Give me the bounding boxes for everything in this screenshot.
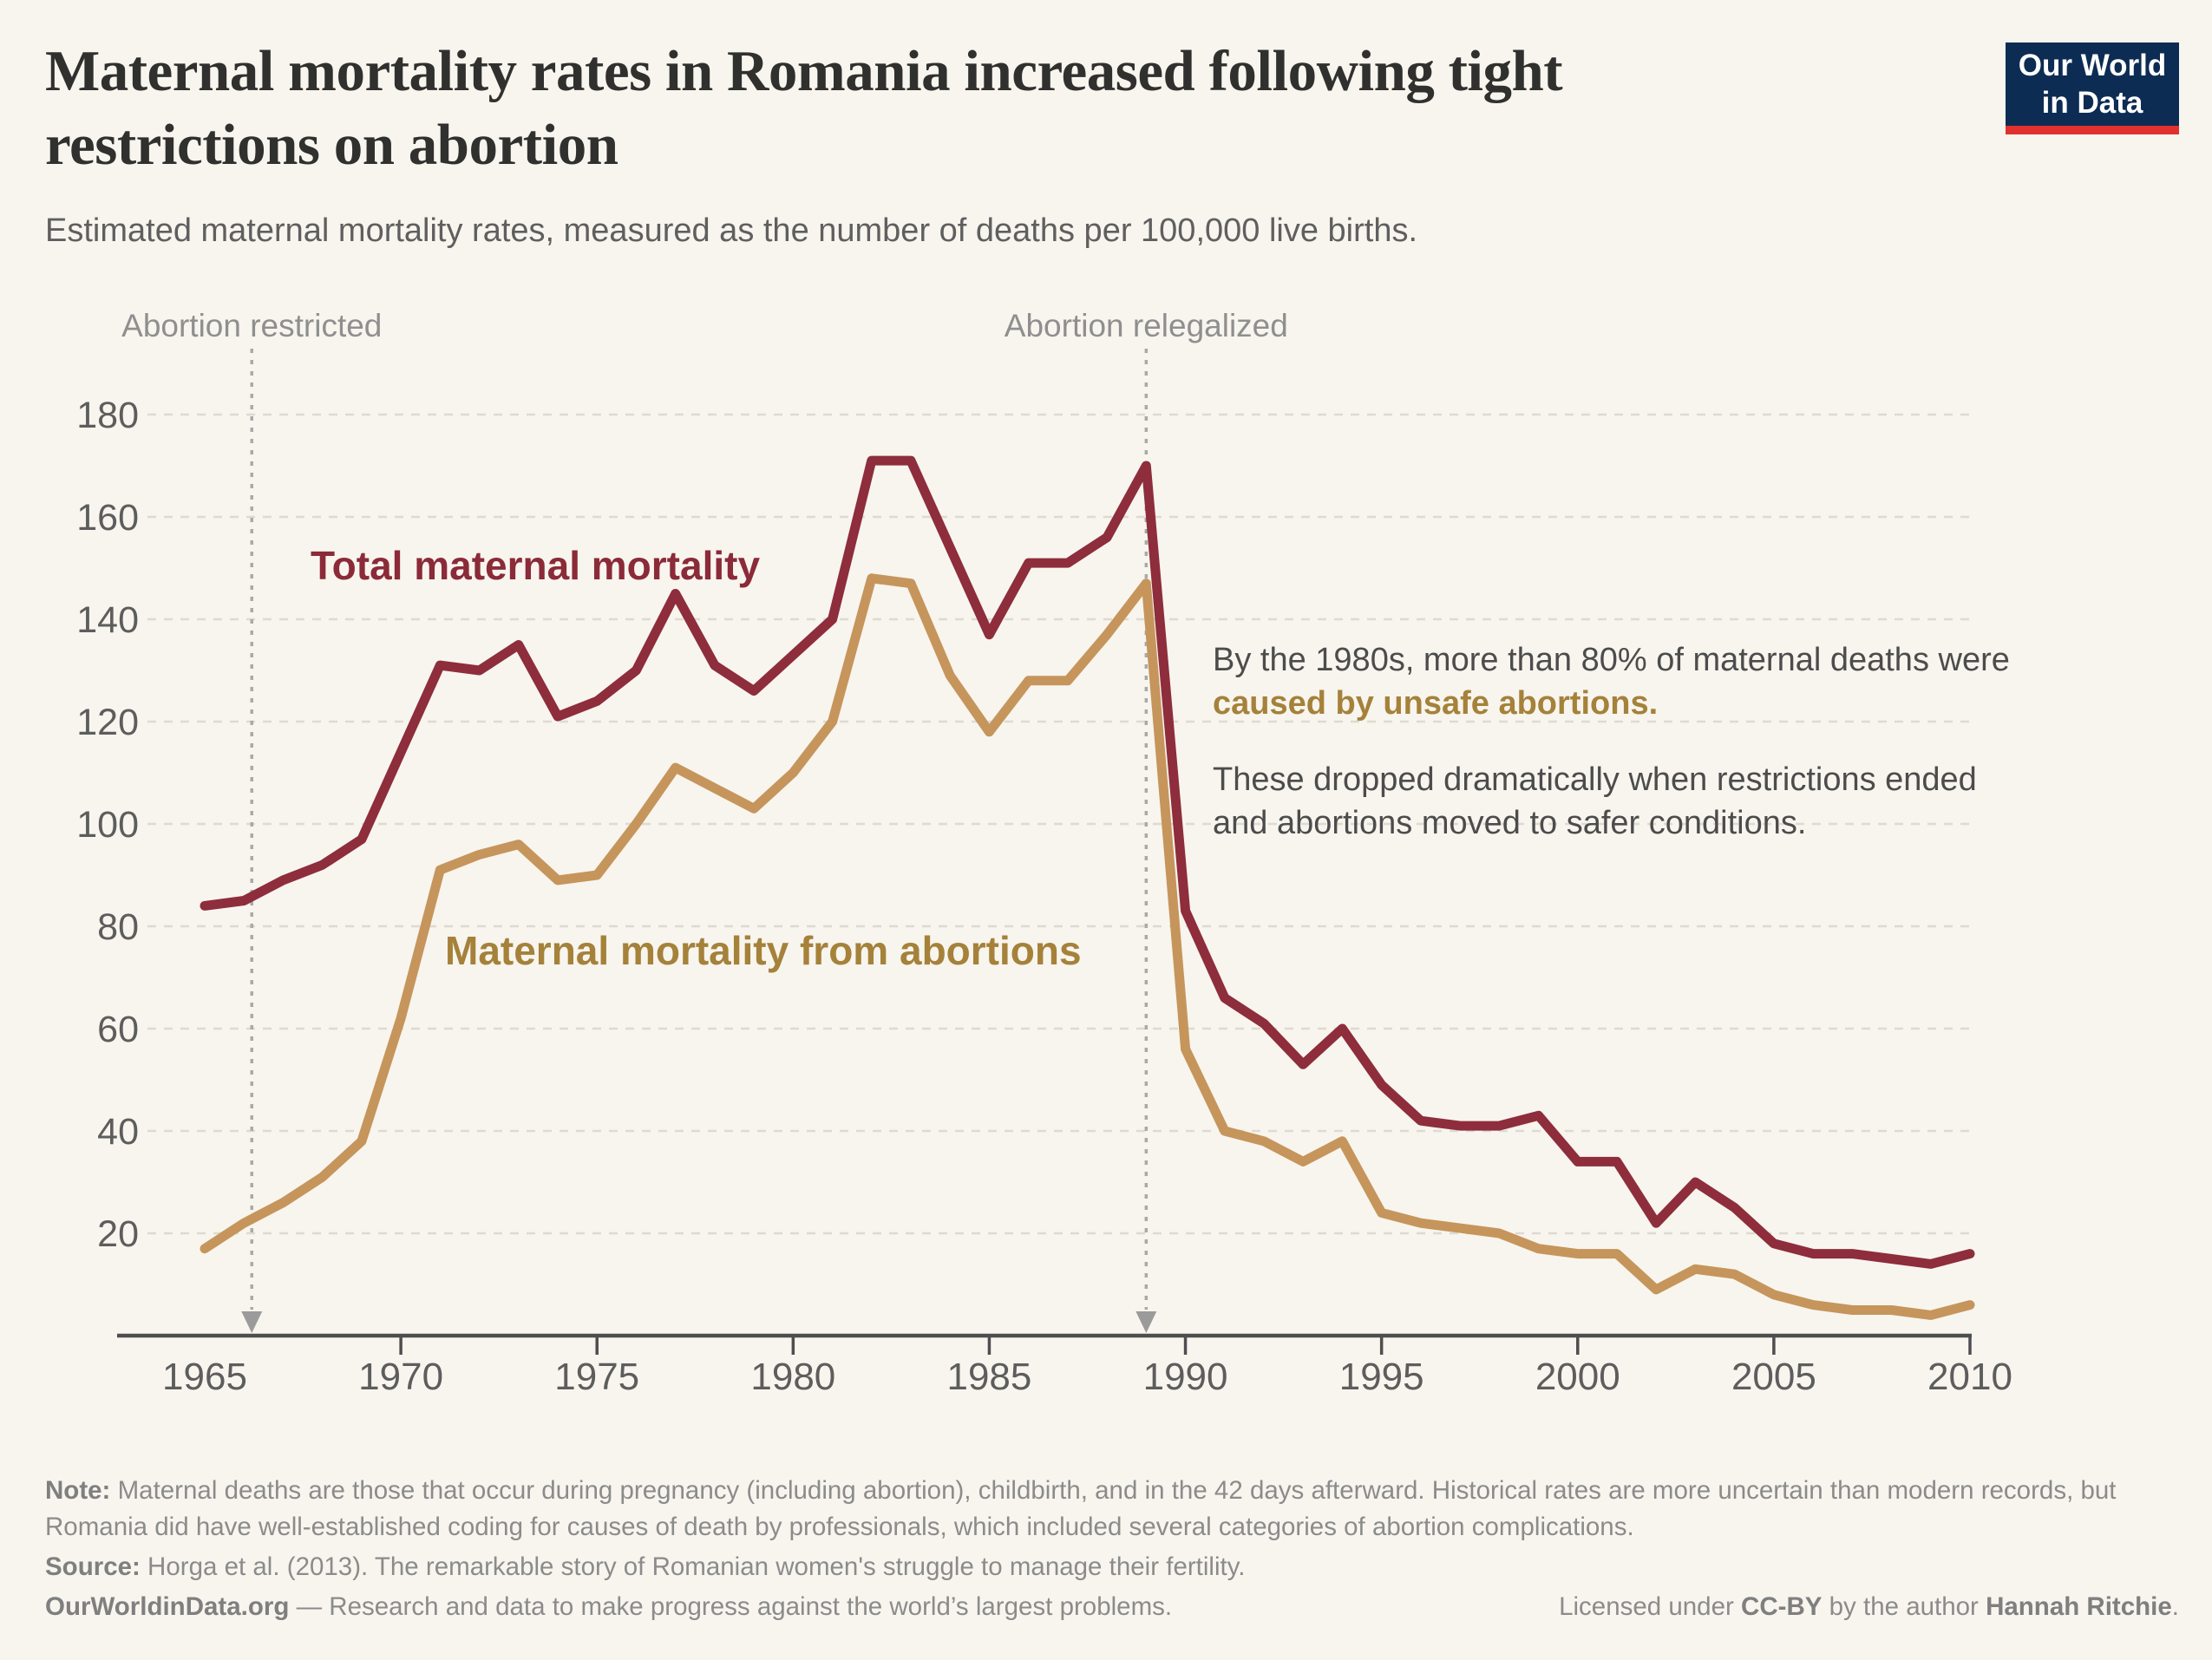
footer-bottom-row: OurWorldinData.org — Research and data t… (45, 1589, 2179, 1625)
event-arrow-icon (241, 1311, 263, 1333)
y-tick-label: 100 (76, 804, 139, 846)
owid-logo: Our World in Data (2006, 42, 2179, 134)
x-tick-label: 1980 (750, 1356, 835, 1398)
page-title-line-1: Maternal mortality rates in Romania incr… (45, 39, 1563, 103)
series-label-abortions: Maternal mortality from abortions (445, 928, 1082, 973)
page-title-line-2: restrictions on abortion (45, 113, 618, 177)
footer-source-text: Horga et al. (2013). The remarkable stor… (147, 1552, 1246, 1581)
event-arrow-icon (1135, 1311, 1157, 1333)
maternal-mortality-line-chart: 20 40 60 80 100 120 140 160 180 Abortion restrict… (76, 308, 2012, 1398)
footer-note-text: Maternal deaths are those that occur dur… (45, 1476, 2117, 1541)
y-tick-label: 120 (76, 702, 139, 743)
series-line-mortality-from-abortions (200, 573, 1975, 1320)
y-tick-label: 160 (76, 497, 139, 539)
x-tick-label: 2005 (1731, 1356, 1816, 1398)
footer-note: Note: Maternal deaths are those that occ… (45, 1473, 2179, 1546)
footer-site-tagline: — Research and data to make progress aga… (296, 1592, 1173, 1621)
event-label: Abortion restricted (121, 308, 382, 343)
annotation-line-2-highlight: caused by unsafe abortions. (1213, 685, 1659, 722)
x-tick-label: 1990 (1143, 1356, 1228, 1398)
y-tick-label: 180 (76, 395, 139, 436)
footer-license-name: CC-BY (1741, 1592, 1823, 1621)
annotation-line-3: These dropped dramatically when restrict… (1213, 761, 1977, 798)
y-tick-label: 60 (97, 1009, 139, 1050)
footer-license-author: Hannah Ritchie (1986, 1592, 2172, 1621)
annotation-block: By the 1980s, more than 80% of maternal … (1213, 638, 2176, 845)
footer-source-label: Source: (45, 1552, 141, 1581)
x-tick-label: 1985 (946, 1356, 1031, 1398)
series-line-total-maternal-mortality (200, 455, 1975, 1269)
annotation-line-1: By the 1980s, more than 80% of maternal … (1213, 642, 2010, 678)
owid-logo-line-2: in Data (2041, 86, 2143, 120)
owid-logo-line-1: Our World (2018, 49, 2167, 82)
y-tick-label: 40 (97, 1111, 139, 1153)
x-tick-label: 1975 (554, 1356, 639, 1398)
y-tick-label: 140 (76, 599, 139, 641)
series-label-total: Total maternal mortality (311, 543, 760, 588)
chart-subtitle: Estimated maternal mortality rates, meas… (45, 212, 1418, 249)
x-tick-label: 1995 (1339, 1356, 1424, 1398)
annotation-line-4: and abortions moved to safer conditions. (1213, 805, 1807, 841)
footer-note-label: Note: (45, 1476, 111, 1505)
page-title: Maternal mortality rates in Romania incr… (45, 35, 1563, 182)
x-tick-label: 2000 (1535, 1356, 1620, 1398)
footer-source: Source: Horga et al. (2013). The remarka… (45, 1549, 2179, 1585)
footer-site-line: OurWorldinData.org — Research and data t… (45, 1589, 1172, 1625)
y-tick-label: 80 (97, 906, 139, 948)
footer: Note: Maternal deaths are those that occ… (45, 1473, 2179, 1625)
footer-license-line: Licensed under CC-BY by the author Hanna… (1559, 1592, 2179, 1621)
x-tick-label: 2010 (1927, 1356, 2012, 1398)
event-label: Abortion relegalized (1005, 308, 1288, 343)
y-tick-label: 20 (97, 1213, 139, 1255)
footer-site-name: OurWorldinData.org (45, 1592, 290, 1621)
x-tick-label: 1970 (358, 1356, 443, 1398)
x-tick-label: 1965 (162, 1356, 247, 1398)
